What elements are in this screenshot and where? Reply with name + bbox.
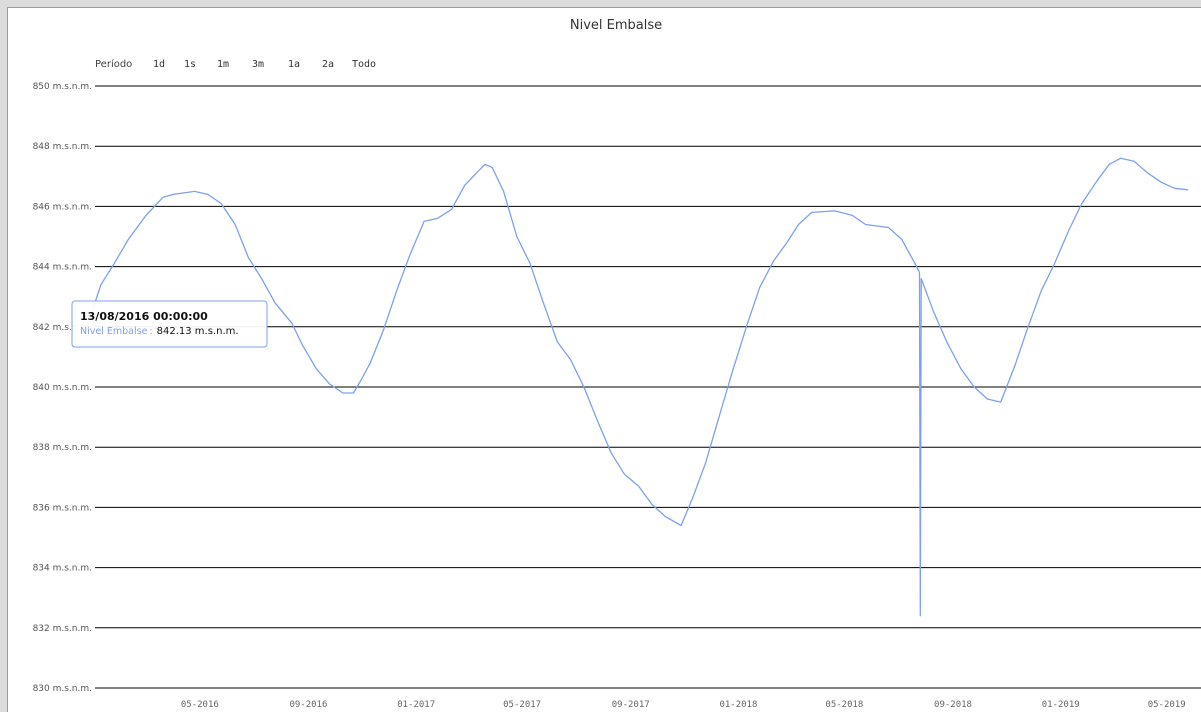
- x-tick-label-09-2016: 09-2016: [289, 700, 327, 710]
- range-button-label: 1d: [153, 59, 165, 70]
- x-tick-label-05-2018: 05-2018: [825, 700, 863, 710]
- x-tick-label-05-2019: 05-2019: [1148, 700, 1186, 710]
- y-tick-label-842: 842 m.s.n.m.: [33, 323, 92, 333]
- chart-frame: Nivel Embalse Período 1d 1s 1m 3m 1a 2a Todo 8…: [7, 7, 1201, 712]
- range-button-label: 3m: [252, 59, 264, 70]
- range-button-label: 1s: [184, 59, 196, 70]
- x-tick-label-09-2017: 09-2017: [612, 700, 650, 710]
- range-button-1s[interactable]: 1s: [184, 59, 196, 70]
- y-tick-label-832: 832 m.s.n.m.: [33, 624, 92, 634]
- y-tick-label-844: 844 m.s.n.m.: [33, 263, 92, 273]
- y-tick-label-838: 838 m.s.n.m.: [33, 443, 92, 453]
- range-selector: Período 1d 1s 1m 3m 1a 2a Todo: [95, 58, 376, 70]
- tooltip-series: Nivel Embalse:842.13 m.s.n.m.: [80, 326, 239, 337]
- y-tick-label-840: 840 m.s.n.m.: [33, 383, 92, 393]
- range-button-1a[interactable]: 1a: [288, 59, 300, 70]
- y-tick-label-836: 836 m.s.n.m.: [33, 503, 92, 513]
- x-tick-label-01-2019: 01-2019: [1042, 700, 1080, 710]
- chart-title: Nivel Embalse: [570, 18, 662, 33]
- y-tick-label-830: 830 m.s.n.m.: [33, 684, 92, 694]
- x-axis-labels: 05-2016 09-2016 01-2017 05-2017 09-2017 01-20…: [181, 700, 1186, 710]
- tooltip-box: [71, 300, 268, 348]
- range-button-label: 1m: [217, 59, 229, 70]
- range-button-label: 2a: [322, 59, 334, 70]
- range-button-1m[interactable]: 1m: [217, 59, 229, 70]
- range-button-label: Todo: [352, 59, 376, 70]
- tooltip-series-name: Nivel Embalse: [80, 326, 148, 337]
- tooltip-date: 13/08/2016 00:00:00: [80, 310, 208, 323]
- range-button-label: 1a: [288, 59, 300, 70]
- x-tick-label-05-2017: 05-2017: [503, 700, 541, 710]
- x-tick-label-01-2017: 01-2017: [397, 700, 435, 710]
- y-tick-label-846: 846 m.s.n.m.: [33, 202, 92, 212]
- range-button-1d[interactable]: 1d: [153, 59, 165, 70]
- x-tick-label-01-2018: 01-2018: [719, 700, 757, 710]
- tooltip-value: 842.13 m.s.n.m.: [157, 326, 239, 337]
- x-tick-label-05-2016: 05-2016: [181, 700, 219, 710]
- y-tick-label-850: 850 m.s.n.m.: [33, 82, 92, 92]
- x-tick-label-09-2018: 09-2018: [934, 700, 972, 710]
- range-button-2a[interactable]: 2a: [322, 59, 334, 70]
- series-line-nivel-embalse[interactable]: [92, 157, 1188, 617]
- range-button-3m[interactable]: 3m: [252, 59, 264, 70]
- y-tick-label-834: 834 m.s.n.m.: [33, 564, 92, 574]
- chart-canvas[interactable]: Nivel Embalse Período 1d 1s 1m 3m 1a 2a Todo 8…: [8, 8, 1201, 712]
- range-button-todo[interactable]: Todo: [352, 59, 376, 70]
- y-axis-labels: 850 m.s.n.m. 848 m.s.n.m. 846 m.s.n.m. 844 …: [33, 82, 92, 694]
- tooltip: 13/08/2016 00:00:00 Nivel Embalse:842.13…: [71, 300, 268, 348]
- y-gridlines: [95, 85, 1201, 689]
- y-tick-label-848: 848 m.s.n.m.: [33, 142, 92, 152]
- range-selector-label: Período: [95, 58, 132, 70]
